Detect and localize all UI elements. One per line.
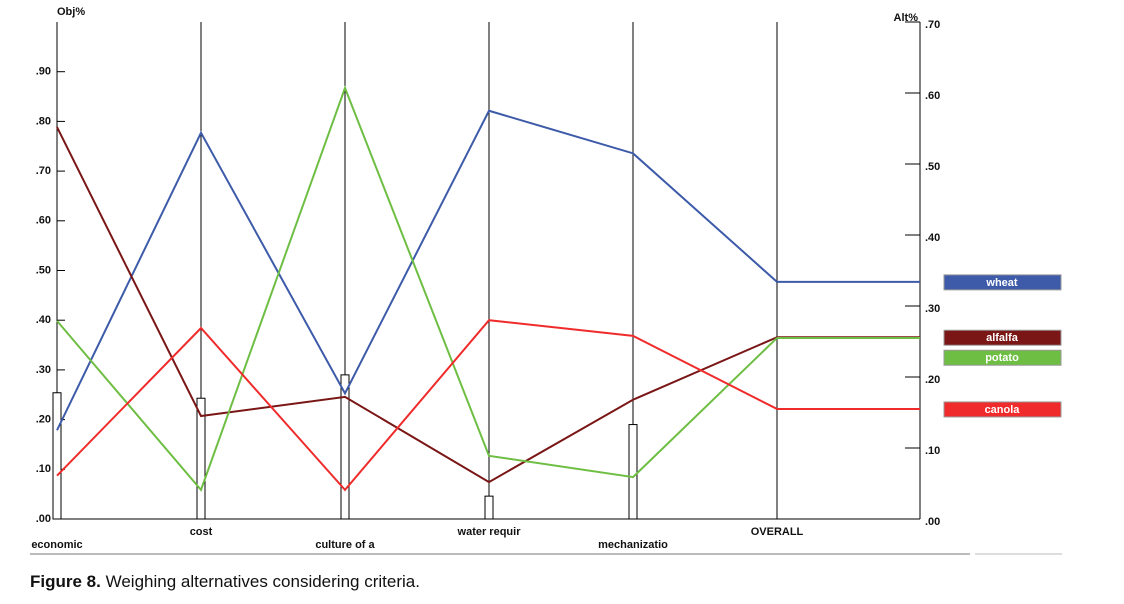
series-line (56, 319, 778, 492)
series-line (56, 126, 778, 484)
y2-tick-label: .50 (925, 161, 940, 173)
y2-tick-label: .10 (925, 445, 940, 457)
x-tick-label: water requir (457, 526, 522, 538)
y2-tick-label: .00 (925, 516, 940, 528)
x-tick-label: cost (190, 526, 213, 538)
legend-label: wheat (985, 277, 1018, 289)
caption-text: Weighing alternatives considering criter… (105, 572, 420, 591)
legend-label: potato (985, 352, 1019, 364)
x-tick-label: economic (31, 539, 82, 551)
y-tick-label: .90 (36, 66, 51, 78)
legend-label: alfalfa (986, 332, 1019, 344)
y-tick-label: .00 (36, 513, 51, 525)
caption: Figure 8. Weighing alternatives consider… (30, 572, 420, 592)
y2-tick-label: .60 (925, 90, 940, 102)
y-tick-label: .80 (36, 115, 51, 127)
y-tick-label: .20 (36, 414, 51, 426)
series-line (56, 85, 778, 492)
chart: Obj% Alt% .00 .10 .20 .30 .40 .50 .60 .70 .80 .90… (30, 6, 1062, 555)
weight-bar (52, 392, 62, 520)
x-tick-label: OVERALL (751, 526, 804, 538)
weight-bar (340, 374, 350, 520)
y-tick-label: .10 (36, 463, 51, 475)
legend-swatch (943, 329, 1062, 346)
y-tick-label: .50 (36, 264, 51, 276)
y-tick-label: .60 (36, 215, 51, 227)
weight-bar (196, 397, 206, 520)
weight-bar (484, 495, 494, 520)
y2-tick-label: .30 (925, 303, 940, 315)
legend-swatch (943, 349, 1062, 366)
legend-label: canola (985, 404, 1021, 416)
y2-tick-label: .40 (925, 232, 940, 244)
legend-swatch (943, 274, 1062, 291)
x-tick-label: culture of a (315, 539, 375, 551)
legend-swatch (943, 401, 1062, 418)
y-tick-label: .30 (36, 364, 51, 376)
y2-tick-label: .20 (925, 374, 940, 386)
y2-axis-label: Alt% (894, 12, 919, 24)
y-tick-label: .70 (36, 165, 51, 177)
x-tick-label: mechanizatio (598, 539, 668, 551)
caption-label: Figure 8. (30, 572, 101, 591)
y2-tick-label: .70 (925, 19, 940, 31)
series-line (56, 109, 778, 431)
y-tick-label: .40 (36, 314, 51, 326)
y-axis-label: Obj% (57, 6, 85, 18)
weight-bar (628, 424, 638, 520)
